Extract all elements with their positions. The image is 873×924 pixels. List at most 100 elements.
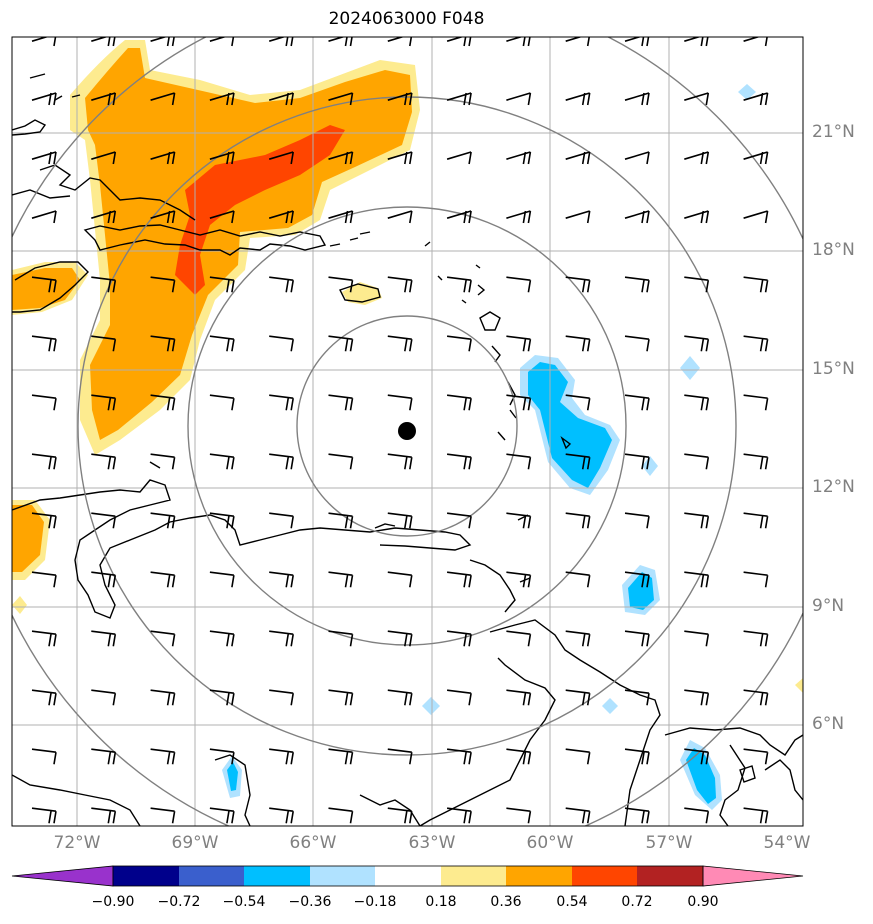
wind-barb-icon [209, 37, 235, 47]
wind-barb-icon [743, 630, 769, 647]
wind-barb-icon [565, 210, 591, 224]
wind-barb-icon [328, 210, 354, 224]
wind-barb-icon [447, 689, 472, 706]
wind-barb-icon [624, 151, 650, 165]
wind-barb-icon [743, 37, 768, 47]
wind-barb-icon [802, 335, 803, 338]
wind-barb-icon [506, 689, 532, 706]
wind-barb-icon [684, 335, 710, 352]
wind-barb-icon [684, 571, 710, 588]
wind-barb-icon [91, 210, 117, 224]
colorbar-tick-label: −0.54 [222, 894, 266, 910]
wind-barb-icon [624, 453, 650, 470]
wind-barb-icon [802, 453, 803, 456]
wind-barb-icon [565, 92, 591, 106]
wind-barb-icon [328, 512, 354, 529]
wind-barb-icon [91, 689, 117, 706]
wind-barb-icon [506, 630, 532, 647]
wind-barb-icon [506, 748, 532, 765]
wind-barb-icon [209, 394, 235, 411]
lon-label: 63°W [408, 833, 456, 853]
wind-barb-icon [269, 689, 294, 706]
wind-barb-icon [447, 453, 472, 470]
wind-barb-icon [743, 689, 769, 706]
colorbar-bin [572, 866, 637, 886]
wind-barb-icon [150, 689, 176, 706]
wind-barb-icon [150, 571, 176, 588]
colorbar-bin [637, 866, 703, 886]
wind-barb-icon [209, 453, 235, 470]
wind-barb-icon [624, 92, 650, 106]
wind-barb-icon [506, 453, 532, 470]
wind-barb-icon [269, 335, 294, 352]
wind-barb-icon [506, 92, 532, 106]
wind-barb-icon [31, 276, 57, 293]
wind-barb-icon [328, 37, 353, 47]
wind-barb-icon [150, 210, 176, 224]
wind-barb-icon [269, 571, 294, 588]
colorbar-tick-label: −0.72 [157, 894, 201, 910]
wind-barb-icon [328, 92, 354, 106]
wind-barb-icon [269, 512, 294, 529]
colorbar-bin [113, 866, 179, 886]
wind-barb-icon [91, 807, 117, 824]
wind-barb-icon [446, 151, 472, 165]
wind-barb-icon [91, 630, 117, 647]
wind-barb-icon [565, 571, 591, 588]
wind-barb-icon [447, 335, 472, 352]
wind-barb-icon [446, 37, 472, 47]
wind-barb-icon [150, 92, 176, 106]
wind-barb-icon [802, 276, 803, 279]
wind-barb-icon [447, 394, 472, 411]
wind-barb-icon [802, 394, 803, 397]
wind-barb-icon [506, 151, 532, 165]
wind-barb-icon [91, 748, 117, 765]
wind-barb-icon [684, 210, 710, 224]
wind-barb-icon [150, 630, 176, 647]
wind-barb-icon [624, 748, 650, 765]
wind-barb-icon [387, 37, 413, 47]
wind-barb-icon [209, 335, 235, 352]
wind-barb-icon [150, 512, 176, 529]
wind-barb-icon [743, 748, 769, 765]
wind-barb-icon [506, 394, 532, 411]
wind-barb-icon [209, 748, 235, 765]
wind-barb-icon [565, 394, 591, 411]
wind-barb-icon [387, 394, 413, 411]
wind-barb-icon [328, 571, 354, 588]
wind-barb-icon [802, 40, 803, 42]
wind-barb-icon [387, 807, 413, 824]
storm-center-dot-icon[interactable] [398, 422, 416, 440]
wind-barb-icon [684, 630, 710, 647]
wind-barb-icon [684, 689, 710, 706]
colorbar-tick-label: 0.54 [556, 894, 588, 910]
wind-barb-icon [684, 92, 710, 106]
wind-barb-icon [328, 748, 354, 765]
wind-barb-icon [150, 394, 176, 411]
wind-barb-icon [802, 512, 803, 515]
wind-barb-icon [565, 276, 591, 293]
wind-barb-icon [387, 276, 413, 293]
wind-barb-icon [91, 512, 117, 529]
wind-barb-icon [268, 92, 294, 106]
wind-barb-icon [209, 512, 235, 529]
wind-barb-icon [91, 335, 117, 352]
wind-barb-icon [565, 151, 591, 165]
wind-barb-icon [506, 37, 531, 47]
colorbar-tick-label: 0.18 [425, 894, 457, 910]
wind-barb-icon [565, 748, 591, 765]
lon-label: 57°W [645, 833, 693, 853]
wind-barb-icon [209, 807, 235, 824]
wind-barb-icon [209, 210, 235, 224]
wind-barb-icon [506, 571, 532, 588]
wind-barb-icon [802, 807, 803, 810]
wind-barb-icon [31, 335, 57, 352]
colorbar-bin [375, 866, 441, 886]
wind-barb-icon [91, 151, 117, 165]
wind-barb-icon [802, 571, 803, 574]
lat-label: 15°N [812, 359, 855, 379]
colorbar-tick-label: 0.36 [490, 894, 522, 910]
wind-barb-icon [31, 210, 57, 224]
wind-barb-icon [268, 151, 294, 165]
